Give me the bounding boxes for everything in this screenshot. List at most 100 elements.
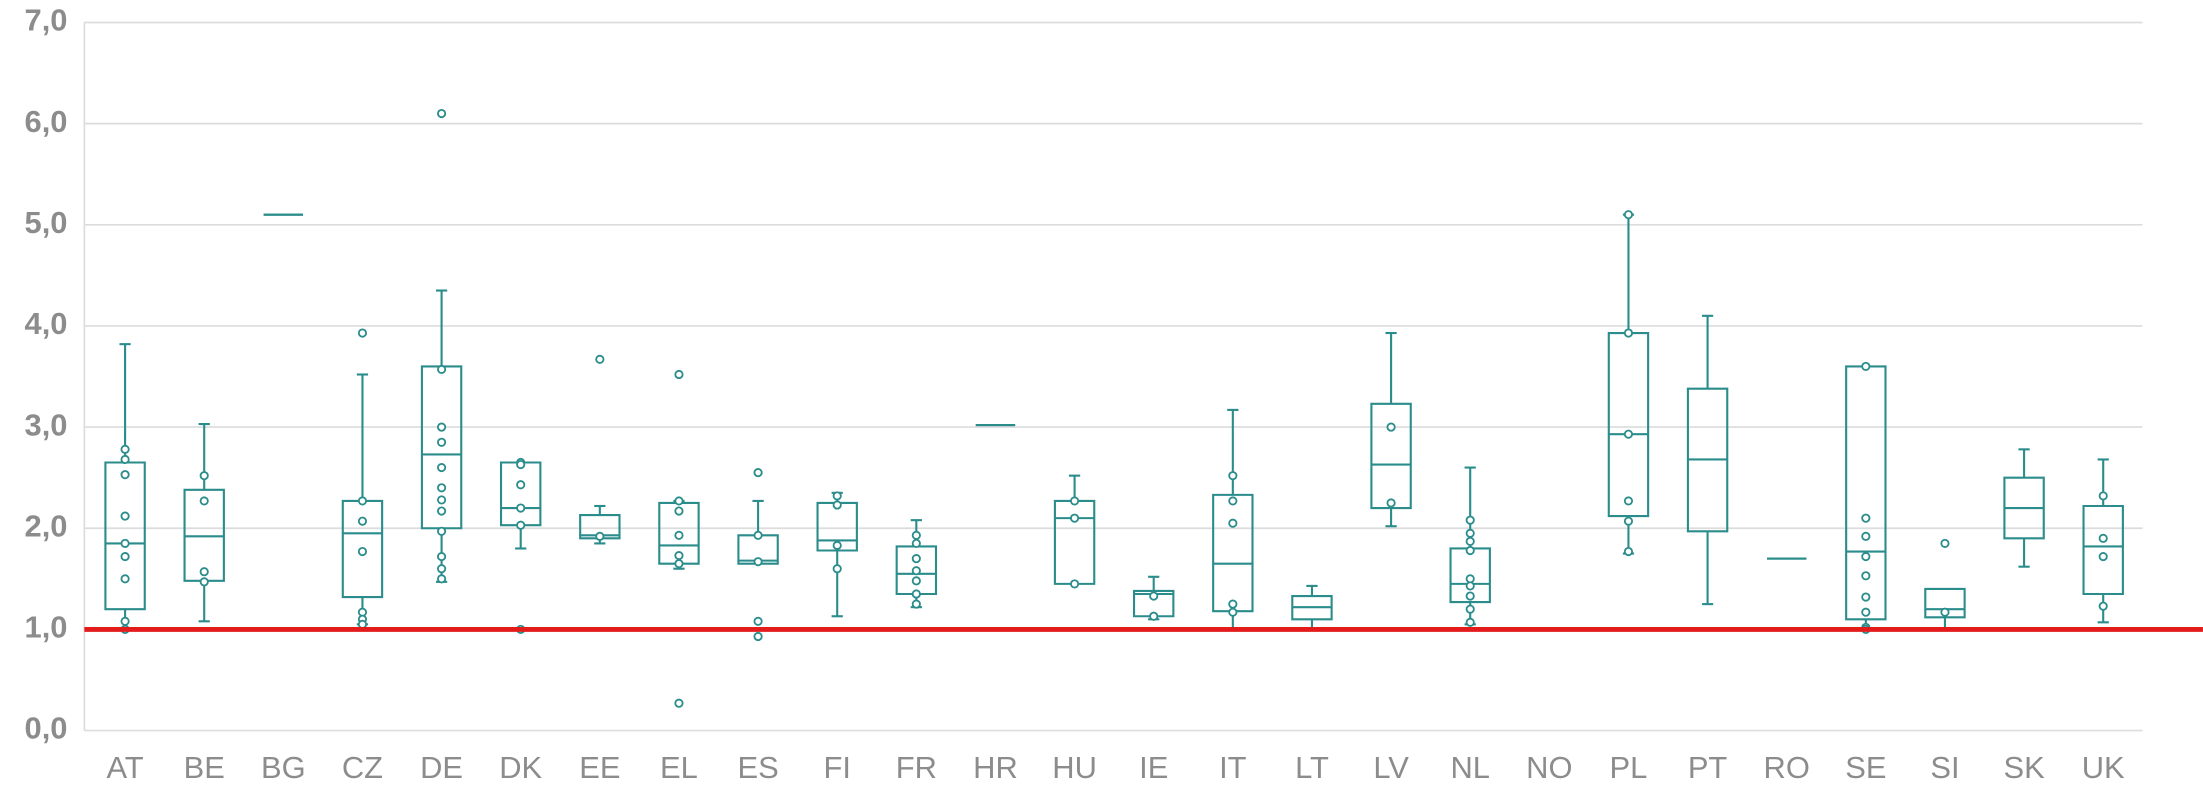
point	[2098, 533, 2108, 543]
point	[120, 616, 130, 626]
point	[437, 526, 447, 536]
point	[120, 574, 130, 584]
box	[658, 501, 700, 565]
x-tick-label: NO	[1526, 750, 1572, 785]
y-tick-label: 4,0	[25, 306, 68, 341]
point	[1940, 538, 1950, 548]
x-tick-label: PT	[1688, 750, 1728, 785]
box	[2003, 476, 2045, 540]
x-tick-label: SE	[1845, 750, 1886, 785]
x-tick-label: SK	[2003, 750, 2045, 785]
x-tick-label: EE	[579, 750, 620, 785]
x-tick-label: FI	[823, 750, 850, 785]
point	[516, 459, 526, 470]
point	[120, 538, 130, 548]
point	[674, 530, 684, 540]
point	[1465, 591, 1475, 601]
point	[832, 540, 842, 551]
point	[1861, 513, 1871, 523]
point	[911, 566, 921, 576]
x-tick-label: CZ	[342, 750, 383, 785]
point	[199, 496, 209, 506]
point	[1623, 496, 1634, 506]
box	[816, 501, 858, 552]
box	[1212, 493, 1254, 613]
point	[1623, 328, 1634, 338]
point	[437, 506, 447, 516]
x-tick-label: NL	[1450, 750, 1490, 785]
point	[1228, 607, 1238, 617]
point	[1623, 210, 1634, 220]
x-tick-label: UK	[2082, 750, 2125, 785]
point	[1228, 471, 1238, 481]
point	[832, 564, 842, 574]
point	[120, 552, 130, 562]
point	[437, 462, 447, 473]
point	[1465, 617, 1475, 627]
point	[120, 470, 130, 480]
point	[1861, 531, 1871, 541]
point	[1861, 552, 1871, 562]
y-tick-label: 1,0	[25, 610, 68, 645]
box	[1370, 402, 1412, 510]
point	[437, 564, 447, 574]
point	[516, 520, 526, 530]
x-tick-label: SI	[1930, 750, 1959, 785]
point	[674, 550, 684, 561]
point	[357, 546, 368, 557]
point	[674, 496, 684, 506]
x-tick-label: DE	[420, 750, 463, 785]
box	[1924, 587, 1966, 619]
x-tick-label: HR	[973, 750, 1018, 785]
point	[120, 511, 130, 521]
point	[357, 516, 368, 526]
y-tick-label: 6,0	[25, 104, 68, 139]
point	[1386, 498, 1396, 508]
point	[120, 454, 130, 465]
point	[753, 468, 763, 478]
point	[2098, 601, 2108, 611]
y-tick-label: 7,0	[25, 3, 68, 38]
x-tick-label: EL	[660, 750, 698, 785]
point	[120, 444, 130, 454]
point	[437, 495, 447, 505]
point	[753, 631, 763, 642]
point	[1623, 516, 1634, 526]
point	[1228, 496, 1238, 506]
point	[1228, 599, 1238, 609]
y-tick-label: 5,0	[25, 205, 68, 240]
box	[499, 461, 542, 527]
x-tick-label: RO	[1764, 750, 1810, 785]
point	[437, 364, 447, 375]
point	[911, 530, 921, 540]
point	[832, 500, 842, 510]
point	[1070, 496, 1080, 506]
x-tick-label: BE	[184, 750, 225, 785]
x-tick-label: DK	[499, 750, 542, 785]
point	[753, 616, 763, 626]
y-tick-label: 0,0	[25, 711, 68, 746]
point	[1465, 528, 1475, 538]
point	[1228, 518, 1238, 528]
point	[1070, 579, 1080, 589]
point	[437, 483, 447, 493]
point	[1623, 546, 1634, 557]
box	[1686, 387, 1729, 533]
box	[737, 534, 779, 565]
box	[183, 488, 225, 582]
point	[1465, 604, 1475, 614]
point	[911, 538, 921, 548]
x-tick-label: PL	[1610, 750, 1648, 785]
point	[1149, 611, 1159, 621]
point	[199, 471, 209, 481]
x-tick-label: FR	[896, 750, 937, 785]
point	[516, 503, 526, 513]
point	[1070, 513, 1080, 523]
x-tick-label: BG	[261, 750, 306, 785]
point	[1465, 536, 1475, 546]
point	[1623, 429, 1634, 439]
point	[437, 437, 447, 447]
x-tick-label: LV	[1373, 750, 1409, 785]
